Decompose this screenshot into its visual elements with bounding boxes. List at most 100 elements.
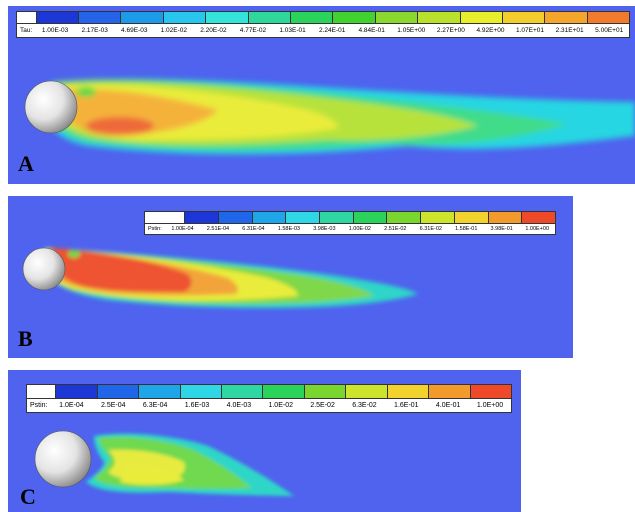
legend-a-swatch: [290, 12, 334, 23]
legend-b-tick: 1.00E-02: [348, 226, 371, 232]
legend-a-swatch: [375, 12, 419, 23]
legend-c-tick: 1.0E-04: [59, 402, 84, 409]
panel-letter-a: A: [18, 151, 34, 176]
legend-b-swatches: [145, 212, 555, 224]
legend-c-tick: 6.3E-04: [142, 402, 168, 409]
sphere-b: [22, 247, 66, 291]
legend-c-tick: 4.0E-01: [435, 402, 461, 409]
legend-c-tick: 6.3E-02: [352, 402, 377, 409]
legend-c-swatch: [97, 385, 140, 398]
legend-a-tick: 2.20E-02: [200, 27, 227, 34]
legend-a-swatch: [418, 12, 461, 23]
panel-b: Pstin: 1.00E-04 2.51E-04 6.31E-04 1.58E-…: [8, 196, 573, 358]
legend-a-swatches: [17, 12, 630, 24]
legend-b-tick: 1.00E-04: [171, 226, 194, 232]
legend-a-swatch: [502, 12, 546, 23]
legend-b-swatch: [454, 212, 489, 223]
legend-a-tick: 1.03E-01: [279, 27, 306, 34]
legend-b-swatch: [252, 212, 287, 223]
legend-c-swatch: [180, 385, 222, 398]
legend-a-tick: 2.24E-01: [318, 27, 346, 34]
legend-a-tick: 4.77E-02: [239, 27, 267, 34]
legend-b-tick: 1.58E-01: [455, 226, 478, 232]
legend-b-tick: 1.58E-03: [277, 226, 301, 232]
legend-a-swatch: [545, 12, 588, 23]
legend-c-tick: 1.0E-02: [268, 402, 293, 409]
legend-a-swatch: [333, 12, 376, 23]
panel-letter-b: B: [18, 326, 33, 351]
legend-a-tick: 2.27E+00: [436, 27, 465, 34]
sphere-a: [24, 80, 78, 134]
flow-field-a: [24, 78, 635, 155]
legend-a-swatch: [163, 12, 207, 23]
legend-b-swatch: [387, 212, 422, 223]
legend-a-title: Tau:: [20, 27, 33, 34]
legend-a-tick: 2.31E+01: [555, 27, 584, 34]
sphere-c: [34, 430, 92, 488]
legend-c-tick: 2.5E-04: [101, 402, 126, 409]
legend-b-tick: 6.31E-04: [242, 226, 265, 232]
legend-c-tick: 1.6E-03: [184, 402, 210, 409]
wake-green-spot-a: [76, 87, 96, 97]
legend-c-swatch: [346, 385, 388, 398]
legend-c-swatch: [470, 385, 511, 398]
wake-green-spot-b: [68, 250, 80, 258]
legend-c-tick: 2.5E-02: [310, 402, 335, 409]
legend-b-tick: 2.51E-04: [206, 226, 230, 232]
legend-b-swatch: [286, 212, 321, 223]
legend-a-tick: 1.05E+00: [397, 27, 426, 34]
legend-a-tick: 1.00E-03: [41, 27, 69, 34]
legend-a-swatch: [206, 12, 249, 23]
legend-b-swatch: [421, 212, 455, 223]
legend-c-swatch: [56, 385, 98, 398]
legend-a-swatch: [36, 12, 80, 23]
legend-a-tick: 2.17E-03: [81, 27, 108, 34]
panel-letter-c: C: [20, 484, 36, 509]
legend-b-title: Pstin:: [148, 226, 162, 232]
legend-c-title: Pstin:: [30, 402, 48, 409]
legend-b: Pstin: 1.00E-04 2.51E-04 6.31E-04 1.58E-…: [144, 211, 556, 235]
legend-a-ticks: 1.00E-03 2.17E-03 4.69E-03 1.02E-02 2.20…: [35, 27, 629, 34]
legend-c-swatch: [263, 385, 305, 398]
legend-b-swatch: [353, 212, 388, 223]
panel-c: Pstin: 1.0E-04 2.5E-04 6.3E-04 1.6E-03 4…: [8, 370, 521, 512]
legend-b-tick: 3.98E-03: [313, 226, 336, 232]
legend-b-swatch: [185, 212, 219, 223]
legend-c-swatch: [221, 385, 264, 398]
legend-c-tick: 1.0E+00: [476, 402, 504, 409]
legend-c-tick: 1.6E-01: [394, 402, 419, 409]
wake-yellow2-c: [120, 466, 184, 485]
legend-b-swatch: [218, 212, 253, 223]
flow-field-c: [34, 430, 294, 496]
legend-b-swatch: [522, 212, 555, 223]
legend-a-swatch: [587, 12, 630, 23]
legend-a: Tau: 1.00E-03 2.17E-03 4.69E-03 1.02E-02…: [16, 11, 630, 38]
legend-b-tick: 6.31E-02: [419, 226, 442, 232]
legend-b-tick: 1.00E+00: [525, 226, 550, 232]
legend-c-swatch: [139, 385, 181, 398]
legend-c-swatch: [429, 385, 471, 398]
legend-b-tick: 3.98E-01: [490, 226, 513, 232]
legend-a-tick: 4.92E+00: [476, 27, 505, 34]
legend-c-ticks: 1.0E-04 2.5E-04 6.3E-04 1.6E-03 4.0E-03 …: [51, 402, 511, 409]
legend-a-tick: 1.07E+01: [516, 27, 545, 34]
legend-c: Pstin: 1.0E-04 2.5E-04 6.3E-04 1.6E-03 4…: [26, 384, 512, 413]
legend-a-tick: 4.84E-01: [358, 27, 385, 34]
legend-b-tick: 2.51E-02: [384, 226, 407, 232]
legend-a-swatch: [79, 12, 122, 23]
legend-a-swatch: [460, 12, 503, 23]
legend-a-swatch: [248, 12, 291, 23]
legend-c-swatch: [387, 385, 430, 398]
legend-a-tick: 4.69E-03: [121, 27, 148, 34]
panel-a: Tau: 1.00E-03 2.17E-03 4.69E-03 1.02E-02…: [8, 6, 635, 184]
legend-b-ticks: 1.00E-04 2.51E-04 6.31E-04 1.58E-03 3.98…: [165, 226, 555, 232]
wake-red-b: [52, 248, 192, 292]
legend-b-swatch: [320, 212, 354, 223]
legend-a-tick: 5.00E+01: [595, 27, 624, 34]
flow-field-b: [22, 247, 418, 308]
wake-red-a: [86, 117, 154, 135]
legend-c-tick: 4.0E-03: [226, 402, 252, 409]
legend-b-swatch: [488, 212, 523, 223]
legend-a-tick: 1.02E-02: [160, 27, 188, 34]
legend-c-swatches: [27, 385, 511, 399]
